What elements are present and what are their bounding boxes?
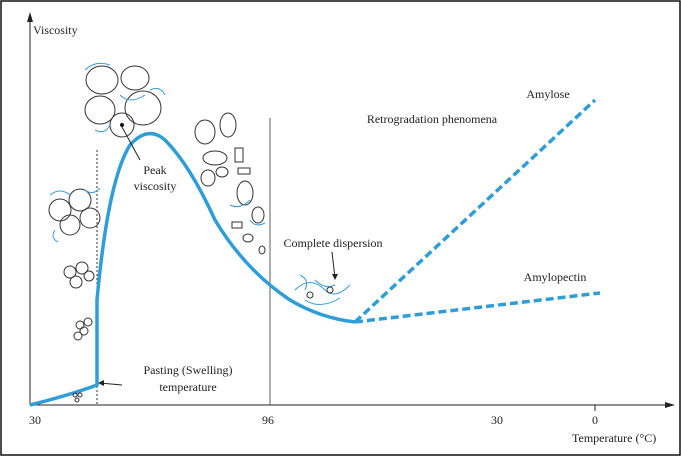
annotation: Amylose xyxy=(526,87,569,101)
annotation: Pasting (Swelling) xyxy=(144,363,233,377)
x-tick-label: 30 xyxy=(29,413,41,427)
y-axis-label: Viscosity xyxy=(33,23,78,37)
granule-illustrations xyxy=(48,62,351,403)
x-tick-label: 96 xyxy=(262,413,274,427)
amylose-curve xyxy=(353,98,597,324)
annotation: viscosity xyxy=(134,179,177,193)
annotation: Complete dispersion xyxy=(284,236,383,250)
annotation: Peak xyxy=(143,163,166,177)
x-tick-label: 30 xyxy=(491,413,503,427)
x-axis-label: Temperature (°C) xyxy=(572,431,656,445)
annotation: temperature xyxy=(159,380,216,394)
y-arrow xyxy=(27,12,33,22)
annotation: Amylopectin xyxy=(524,270,587,284)
amylopectin-curve xyxy=(354,291,601,324)
x-arrow xyxy=(665,402,675,408)
x-tick-label: 0 xyxy=(592,413,598,427)
viscosity-curve xyxy=(29,131,356,407)
annotation: Retrogradation phenomena xyxy=(367,112,498,126)
